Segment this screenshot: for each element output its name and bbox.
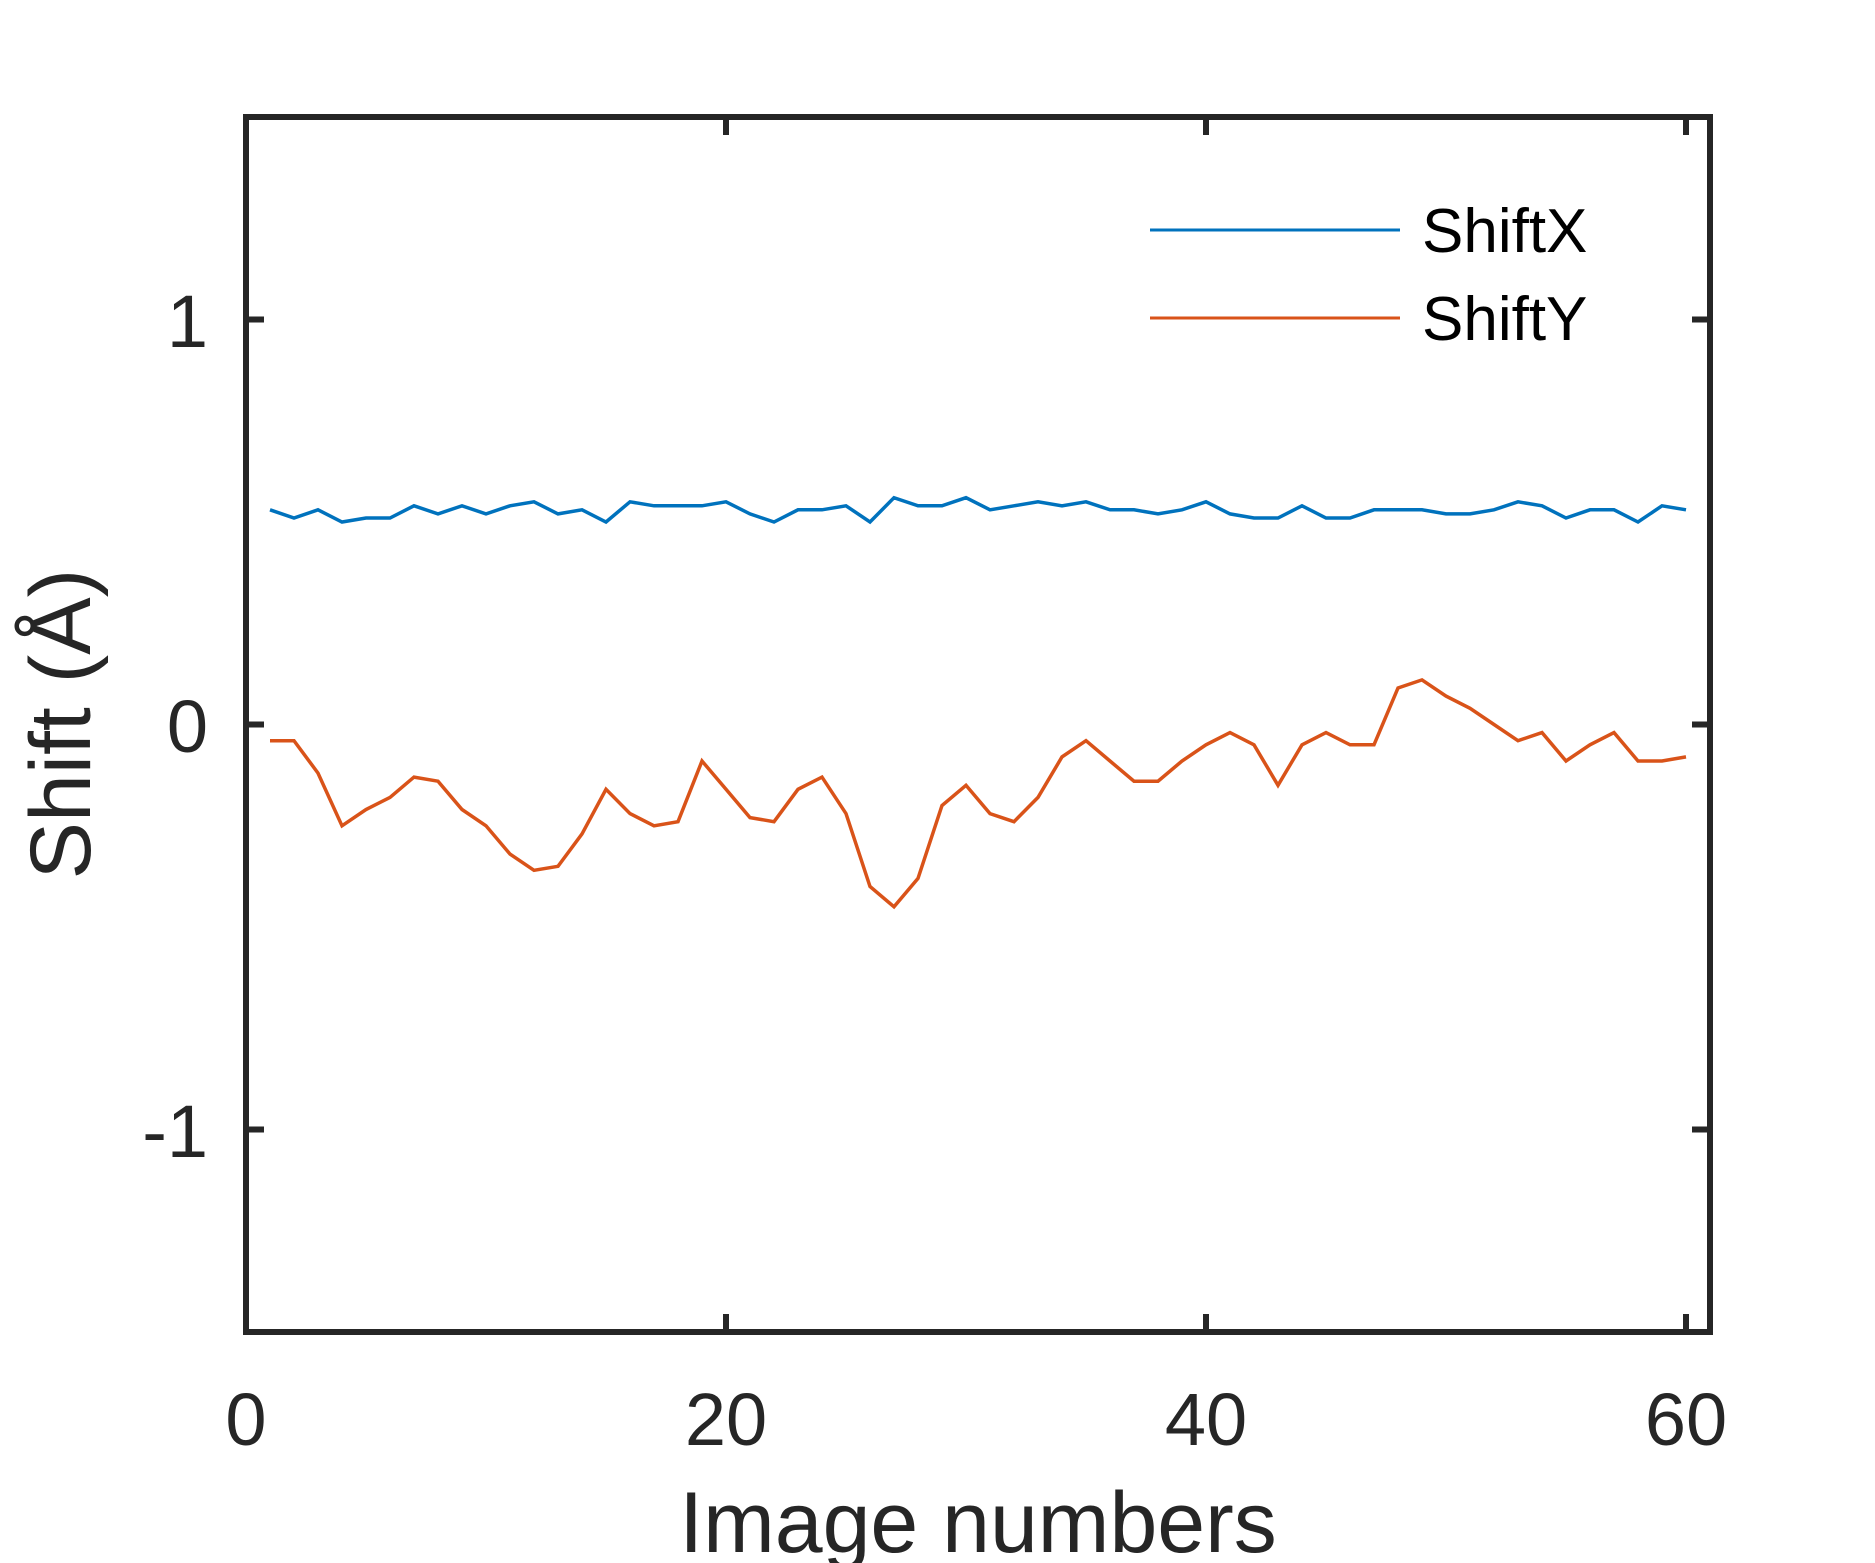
legend: ShiftX ShiftY (1150, 197, 1587, 354)
x-tick-label: 60 (1645, 1378, 1727, 1461)
x-tick-label: 40 (1165, 1378, 1247, 1461)
x-tick-label: 20 (685, 1378, 767, 1461)
x-axis-title: Image numbers (679, 1475, 1277, 1563)
x-tick-labels: 0 20 40 60 (225, 1378, 1727, 1461)
y-tick-label: 1 (167, 280, 208, 363)
series-line-shifty (270, 677, 1687, 910)
x-tick-label: 0 (225, 1378, 266, 1461)
plot-area-frame (243, 114, 1713, 1335)
y-tick-label: -1 (142, 1090, 208, 1173)
y-axis-title: Shift (Å) (13, 569, 109, 880)
legend-label-shifty: ShiftY (1422, 285, 1587, 354)
legend-label-shiftx: ShiftX (1422, 197, 1587, 266)
plot-lines (269, 495, 1687, 910)
y-tick-label: 0 (167, 685, 208, 768)
series-line-shiftx (269, 495, 1687, 525)
y-tick-labels: -1 0 1 (142, 280, 208, 1173)
